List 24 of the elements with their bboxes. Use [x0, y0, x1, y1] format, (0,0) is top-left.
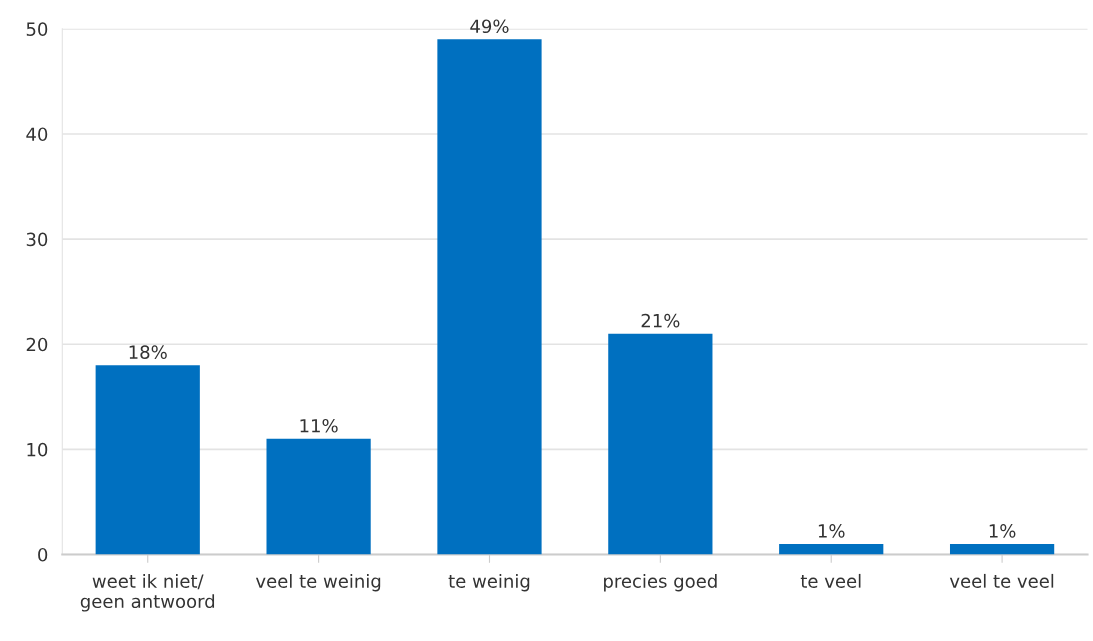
x-tick-label: te veel [800, 573, 861, 588]
data-label: 49% [470, 19, 509, 34]
y-tick-label: 50 [26, 22, 48, 36]
bar [949, 543, 1055, 555]
bar [437, 39, 542, 555]
y-tick-label: 0 [38, 547, 48, 562]
data-label: 18% [129, 345, 167, 359]
data-label: 1% [818, 524, 845, 538]
bar [608, 333, 713, 555]
x-tick-label: veel te veel [949, 573, 1054, 588]
data-label: 1% [989, 524, 1016, 538]
y-tick-label: 10 [27, 442, 48, 457]
x-tick-label: precies goed [604, 573, 717, 592]
y-tick-label: 30 [26, 232, 48, 247]
data-label: 21% [641, 313, 680, 328]
data-label: 11% [300, 418, 338, 433]
x-tick-label: veel te weinig [255, 573, 381, 592]
bar [95, 365, 200, 555]
x-tick-label: weet ik niet/ geen antwoord [80, 573, 215, 612]
y-tick-label: 20 [26, 337, 48, 352]
bar [266, 438, 371, 555]
x-tick-label: te weinig [448, 573, 530, 592]
bar [779, 543, 884, 555]
y-tick-label: 40 [26, 127, 48, 142]
